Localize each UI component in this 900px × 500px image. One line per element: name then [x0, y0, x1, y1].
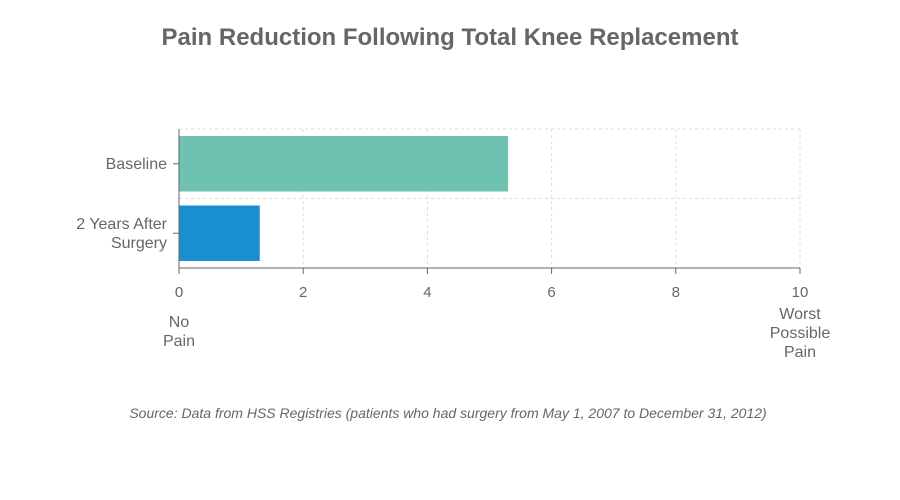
- source-note: Source: Data from HSS Registries (patien…: [129, 405, 767, 421]
- x-tick-label: 2: [299, 284, 307, 301]
- grid-lines: [179, 128, 801, 268]
- bar-baseline: [179, 136, 509, 192]
- x-tick-label: 0: [175, 284, 183, 301]
- anchor-label-min: No Pain: [163, 314, 195, 350]
- category-label-line: Baseline: [106, 156, 167, 173]
- anchor-label-min-line: Pain: [163, 333, 195, 350]
- anchor-label-max: Worst Possible Pain: [770, 306, 831, 361]
- bar-after-surgery: [179, 205, 260, 261]
- category-label-line: 2 Years After: [76, 216, 167, 233]
- axes: [173, 129, 801, 274]
- anchor-label-min-line: No: [169, 314, 190, 331]
- anchor-label-max-line: Worst: [779, 306, 821, 323]
- x-tick-label: 6: [547, 284, 555, 301]
- category-label-line: Surgery: [111, 235, 167, 252]
- category-label: 2 Years After Surgery: [76, 216, 167, 252]
- x-tick-label: 4: [423, 284, 431, 301]
- x-tick-label: 8: [672, 284, 680, 301]
- anchor-label-max-line: Possible: [770, 325, 831, 342]
- chart-title: Pain Reduction Following Total Knee Repl…: [161, 24, 739, 51]
- category-label: Baseline: [106, 156, 167, 173]
- x-tick-label: 10: [792, 284, 809, 301]
- axis-labels: 0 2 4 6 8 10 Baseline 2 Years After Surgery No Pai…: [76, 156, 830, 361]
- bars: [179, 136, 509, 261]
- anchor-label-max-line: Pain: [784, 344, 816, 361]
